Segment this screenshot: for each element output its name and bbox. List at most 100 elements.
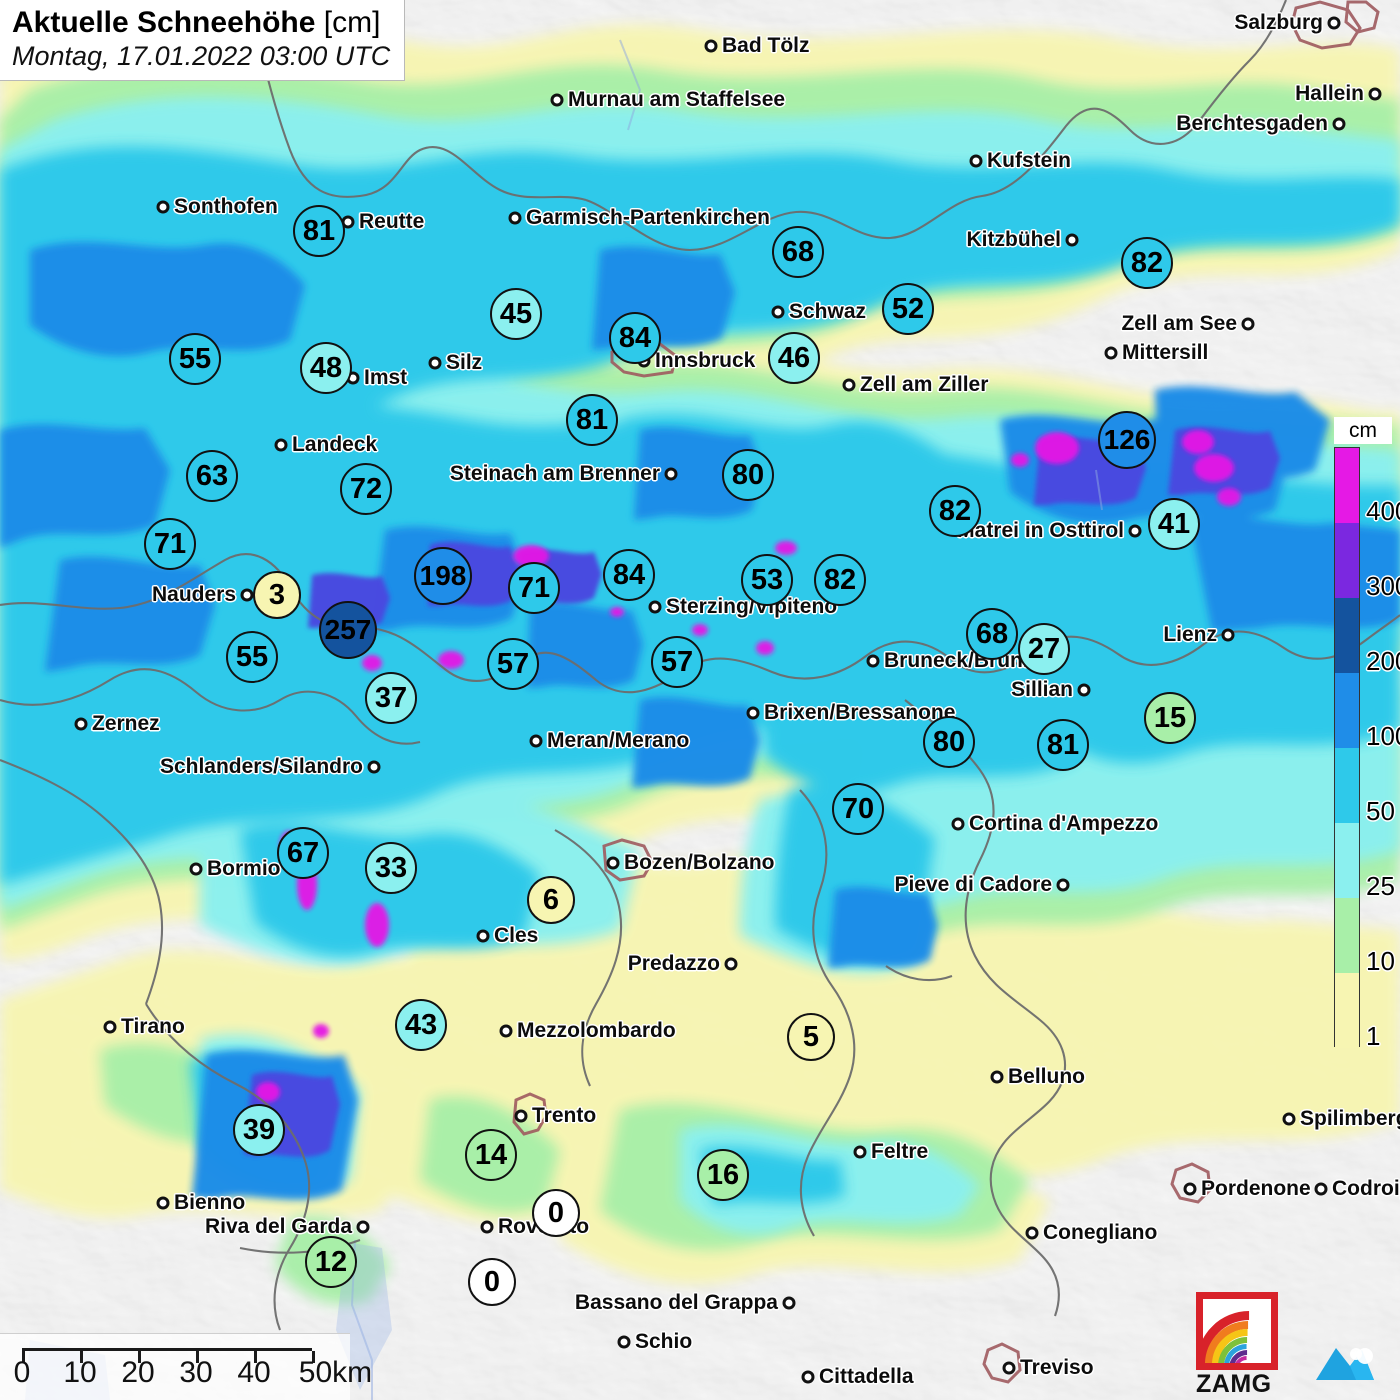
city-marker — [103, 1020, 117, 1034]
station-marker[interactable]: 71 — [144, 518, 196, 570]
city-label: Pordenone — [1201, 1177, 1311, 1200]
station-marker[interactable]: 27 — [1018, 623, 1070, 675]
station-marker[interactable]: 3 — [253, 571, 301, 619]
legend-tick-400: 400 — [1366, 496, 1400, 526]
map-scalebar: 0 10 20 30 40 50km — [0, 1333, 372, 1400]
station-marker[interactable]: 37 — [365, 672, 417, 724]
city-marker — [476, 929, 490, 943]
city-marker — [1314, 1182, 1328, 1196]
city-marker — [240, 588, 254, 602]
city-label: Belluno — [1008, 1065, 1085, 1088]
city-marker — [1065, 233, 1079, 247]
scalebar-label-20: 20 — [121, 1356, 155, 1389]
station-marker[interactable]: 0 — [532, 1189, 580, 1237]
station-marker[interactable]: 12 — [305, 1236, 357, 1288]
station-marker[interactable]: 52 — [882, 283, 934, 335]
station-marker[interactable]: 82 — [929, 485, 981, 537]
legend-tick-200: 200 — [1366, 646, 1400, 676]
station-marker[interactable]: 68 — [772, 226, 824, 278]
station-marker[interactable]: 15 — [1144, 692, 1196, 744]
city-marker — [853, 1145, 867, 1159]
city-label: Sillian — [1011, 678, 1073, 701]
station-marker[interactable]: 82 — [814, 554, 866, 606]
station-marker[interactable]: 84 — [603, 549, 655, 601]
station-marker[interactable]: 81 — [293, 205, 345, 257]
city-marker — [1368, 87, 1382, 101]
city-marker — [1282, 1112, 1296, 1126]
station-marker[interactable]: 80 — [722, 449, 774, 501]
scalebar-tick — [196, 1351, 199, 1363]
scalebar-label-10: 10 — [63, 1356, 97, 1389]
city-label: Schio — [635, 1330, 693, 1353]
city-marker — [704, 39, 718, 53]
city-label: Landeck — [292, 433, 378, 456]
city-marker — [648, 600, 662, 614]
legend-tick-300: 300 — [1366, 571, 1400, 601]
station-marker[interactable]: 41 — [1148, 498, 1200, 550]
city-marker — [156, 1196, 170, 1210]
station-marker[interactable]: 198 — [414, 547, 472, 605]
station-marker[interactable]: 82 — [1121, 237, 1173, 289]
scalebar-line — [22, 1348, 315, 1363]
city-label: Bassano del Grappa — [574, 1291, 778, 1314]
city-marker — [514, 1109, 528, 1123]
station-marker[interactable]: 70 — [832, 783, 884, 835]
city-marker — [801, 1370, 815, 1384]
legend-band-400+ — [1335, 448, 1359, 523]
scalebar-label-50km: 50km — [298, 1356, 373, 1389]
city-label: Kufstein — [987, 149, 1071, 172]
station-marker[interactable]: 53 — [741, 554, 793, 606]
station-marker[interactable]: 33 — [365, 842, 417, 894]
station-marker[interactable]: 5 — [787, 1013, 835, 1061]
station-marker[interactable]: 14 — [465, 1129, 517, 1181]
legend-tick-1: 1 — [1366, 1021, 1381, 1051]
city-marker — [1183, 1182, 1197, 1196]
station-marker[interactable]: 48 — [300, 342, 352, 394]
city-label: Murnau am Staffelsee — [568, 88, 786, 111]
station-marker[interactable]: 45 — [490, 288, 542, 340]
legend-band-1-10 — [1335, 973, 1359, 1048]
scalebar-label-40: 40 — [237, 1356, 271, 1389]
station-marker[interactable]: 81 — [566, 394, 618, 446]
city-label: Cles — [494, 924, 539, 947]
city-label: Bad Tölz — [722, 34, 810, 57]
city-marker — [428, 356, 442, 370]
city-marker — [617, 1335, 631, 1349]
city-label: Lienz — [1163, 623, 1217, 646]
city-marker — [274, 438, 288, 452]
station-marker[interactable]: 0 — [468, 1258, 516, 1306]
city-marker — [866, 654, 880, 668]
station-marker[interactable]: 67 — [277, 827, 329, 879]
station-marker[interactable]: 80 — [923, 716, 975, 768]
station-marker[interactable]: 126 — [1098, 411, 1156, 469]
zamg-rainbow-icon — [1196, 1292, 1278, 1370]
city-label: Bormio — [207, 857, 281, 880]
station-marker[interactable]: 63 — [186, 450, 238, 502]
page-title: Aktuelle Schneehöhe [cm] — [12, 6, 390, 40]
city-marker — [480, 1220, 494, 1234]
station-marker[interactable]: 55 — [169, 333, 221, 385]
station-marker[interactable]: 43 — [395, 999, 447, 1051]
city-label: Garmisch-Partenkirchen — [526, 206, 770, 229]
city-marker — [1327, 16, 1341, 30]
station-marker[interactable]: 57 — [651, 636, 703, 688]
station-marker[interactable]: 71 — [508, 562, 560, 614]
station-marker[interactable]: 55 — [226, 631, 278, 683]
station-marker[interactable]: 68 — [966, 608, 1018, 660]
city-label: Salzburg — [1234, 11, 1323, 34]
city-marker — [746, 706, 760, 720]
station-marker[interactable]: 257 — [319, 601, 377, 659]
station-marker[interactable]: 84 — [609, 312, 661, 364]
station-marker[interactable]: 72 — [340, 463, 392, 515]
legend-band-200-300 — [1335, 598, 1359, 673]
station-marker[interactable]: 6 — [527, 876, 575, 924]
city-label: Pieve di Cadore — [894, 873, 1052, 896]
station-marker[interactable]: 39 — [233, 1104, 285, 1156]
station-marker[interactable]: 46 — [768, 332, 820, 384]
legend-band-300-400 — [1335, 523, 1359, 598]
station-marker[interactable]: 81 — [1037, 719, 1089, 771]
city-marker — [724, 957, 738, 971]
station-marker[interactable]: 57 — [487, 638, 539, 690]
station-marker[interactable]: 16 — [697, 1149, 749, 1201]
